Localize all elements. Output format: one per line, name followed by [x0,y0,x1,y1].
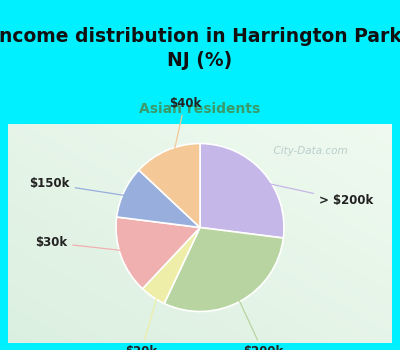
Text: Income distribution in Harrington Park,
NJ (%): Income distribution in Harrington Park, … [0,27,400,70]
Text: $30k: $30k [35,236,130,251]
Text: $40k: $40k [169,97,201,159]
Wedge shape [117,170,200,228]
Text: $200k: $200k [236,293,283,350]
Wedge shape [116,217,200,289]
Wedge shape [139,144,200,228]
Wedge shape [200,144,284,238]
Text: Asian residents: Asian residents [139,102,261,116]
Text: City-Data.com: City-Data.com [267,146,348,155]
Wedge shape [164,228,283,312]
Text: > $200k: > $200k [256,181,374,207]
Text: $20k: $20k [125,289,159,350]
Text: $150k: $150k [30,177,133,197]
Wedge shape [142,228,200,303]
